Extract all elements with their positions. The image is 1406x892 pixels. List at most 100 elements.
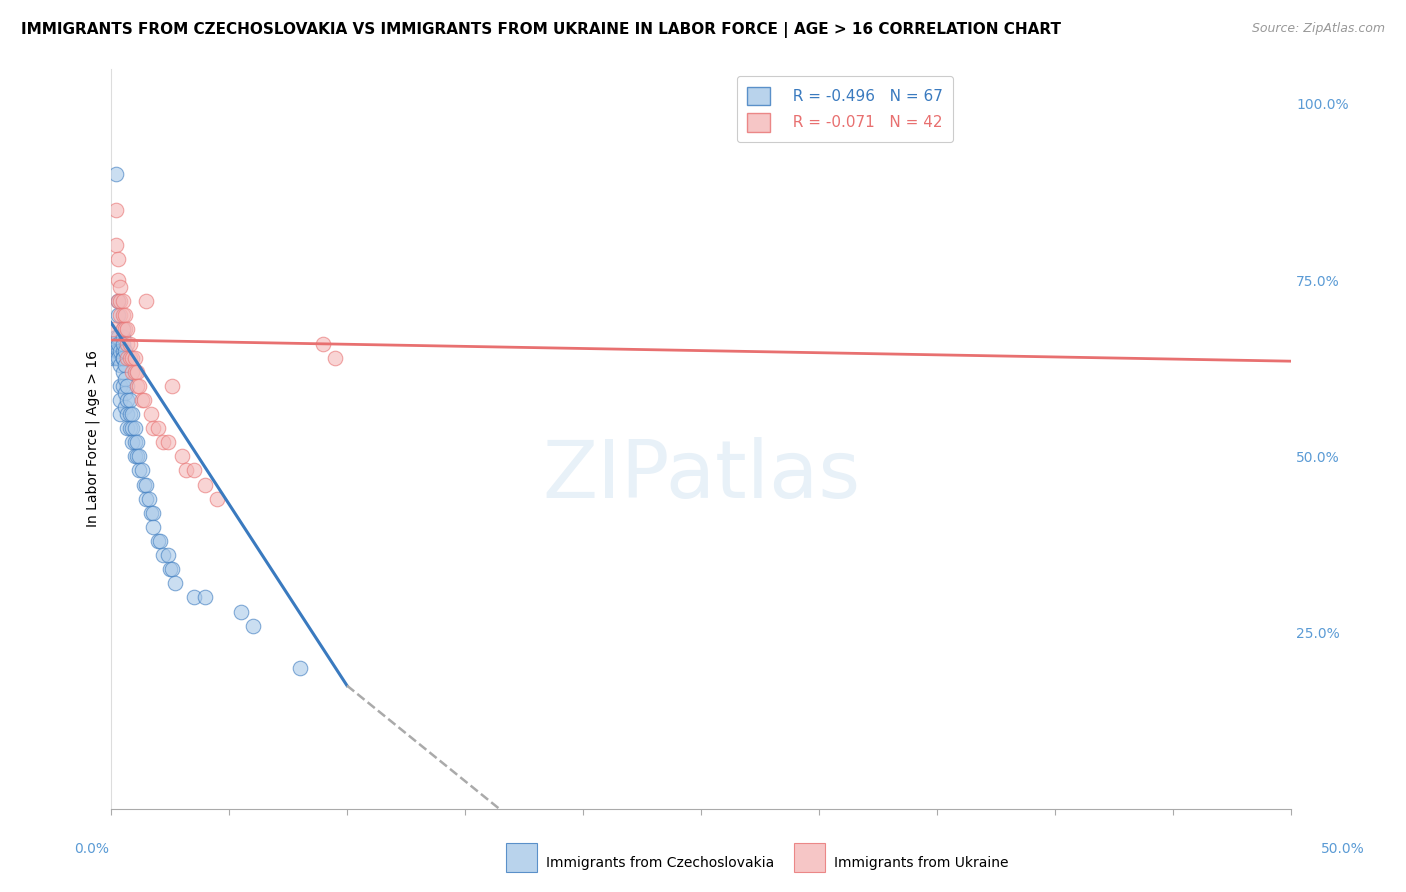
Point (118, 351, 141, 365)
Point (128, 450, 150, 464)
Point (104, 351, 127, 365)
Point (152, 435, 174, 450)
Point (110, 343, 132, 358)
Point (110, 280, 132, 294)
Point (107, 294, 129, 309)
Point (117, 379, 139, 393)
Point (111, 322, 134, 336)
Point (118, 407, 141, 421)
Point (163, 576, 186, 591)
Point (124, 351, 146, 365)
Point (107, 273, 129, 287)
Point (132, 477, 155, 491)
Point (111, 329, 134, 343)
Point (111, 365, 134, 379)
Point (288, 661, 311, 675)
Point (242, 618, 264, 632)
Point (138, 491, 160, 506)
Point (111, 351, 134, 365)
Point (110, 392, 132, 407)
Point (156, 548, 179, 562)
Text: Immigrants from Ukraine: Immigrants from Ukraine (834, 856, 1008, 871)
Point (128, 379, 150, 393)
Point (124, 421, 146, 435)
Point (104, 343, 127, 358)
Point (146, 421, 169, 435)
Point (114, 343, 136, 358)
Point (162, 562, 184, 576)
Point (107, 329, 129, 343)
Point (205, 491, 228, 506)
Point (110, 379, 132, 393)
Point (107, 294, 129, 309)
Point (183, 463, 205, 477)
Point (110, 358, 132, 372)
Point (111, 351, 134, 365)
Point (229, 605, 252, 619)
Point (124, 435, 146, 450)
Point (118, 336, 141, 351)
Point (125, 450, 148, 464)
Point (128, 463, 150, 477)
Point (142, 520, 165, 534)
Point (176, 463, 198, 477)
Point (142, 421, 165, 435)
Point (114, 322, 136, 336)
Point (125, 365, 148, 379)
Point (142, 506, 165, 520)
Point (114, 309, 136, 323)
Point (149, 534, 172, 549)
Point (135, 294, 157, 309)
Point (117, 407, 139, 421)
Point (107, 309, 129, 323)
Point (111, 322, 134, 336)
Point (110, 309, 132, 323)
Point (107, 343, 129, 358)
Y-axis label: In Labor Force | Age > 16: In Labor Force | Age > 16 (86, 351, 100, 527)
Point (121, 421, 143, 435)
Point (139, 407, 162, 421)
Text: 50.0%: 50.0% (1320, 842, 1365, 856)
Point (110, 294, 132, 309)
Point (162, 379, 184, 393)
Point (170, 450, 193, 464)
Point (104, 237, 127, 252)
Point (117, 336, 139, 351)
Point (110, 407, 132, 421)
Text: Source: ZipAtlas.com: Source: ZipAtlas.com (1251, 22, 1385, 36)
Point (121, 407, 143, 421)
Point (132, 392, 155, 407)
Text: IMMIGRANTS FROM CZECHOSLOVAKIA VS IMMIGRANTS FROM UKRAINE IN LABOR FORCE | AGE >: IMMIGRANTS FROM CZECHOSLOVAKIA VS IMMIGR… (21, 22, 1062, 38)
Point (135, 491, 157, 506)
Point (118, 392, 141, 407)
Text: Immigrants from Czechoslovakia: Immigrants from Czechoslovakia (546, 856, 773, 871)
Legend:   R = -0.496   N = 67,   R = -0.071   N = 42: R = -0.496 N = 67, R = -0.071 N = 42 (737, 76, 953, 143)
Point (118, 421, 141, 435)
Point (103, 322, 125, 336)
Point (103, 336, 125, 351)
Point (117, 392, 139, 407)
Point (117, 322, 139, 336)
Point (121, 351, 143, 365)
Point (121, 435, 143, 450)
Point (104, 167, 127, 181)
Point (125, 379, 148, 393)
Point (111, 294, 134, 309)
Point (107, 351, 129, 365)
Point (111, 309, 134, 323)
Point (146, 534, 169, 549)
Point (156, 435, 179, 450)
Point (114, 372, 136, 386)
Text: ZIPatlas: ZIPatlas (543, 437, 860, 515)
Point (104, 329, 127, 343)
Point (111, 336, 134, 351)
Point (159, 562, 181, 576)
Point (125, 435, 148, 450)
Point (117, 351, 139, 365)
Text: 0.0%: 0.0% (75, 842, 108, 856)
Point (111, 379, 134, 393)
Point (152, 548, 174, 562)
Point (117, 421, 139, 435)
Point (312, 336, 335, 351)
Point (114, 385, 136, 400)
